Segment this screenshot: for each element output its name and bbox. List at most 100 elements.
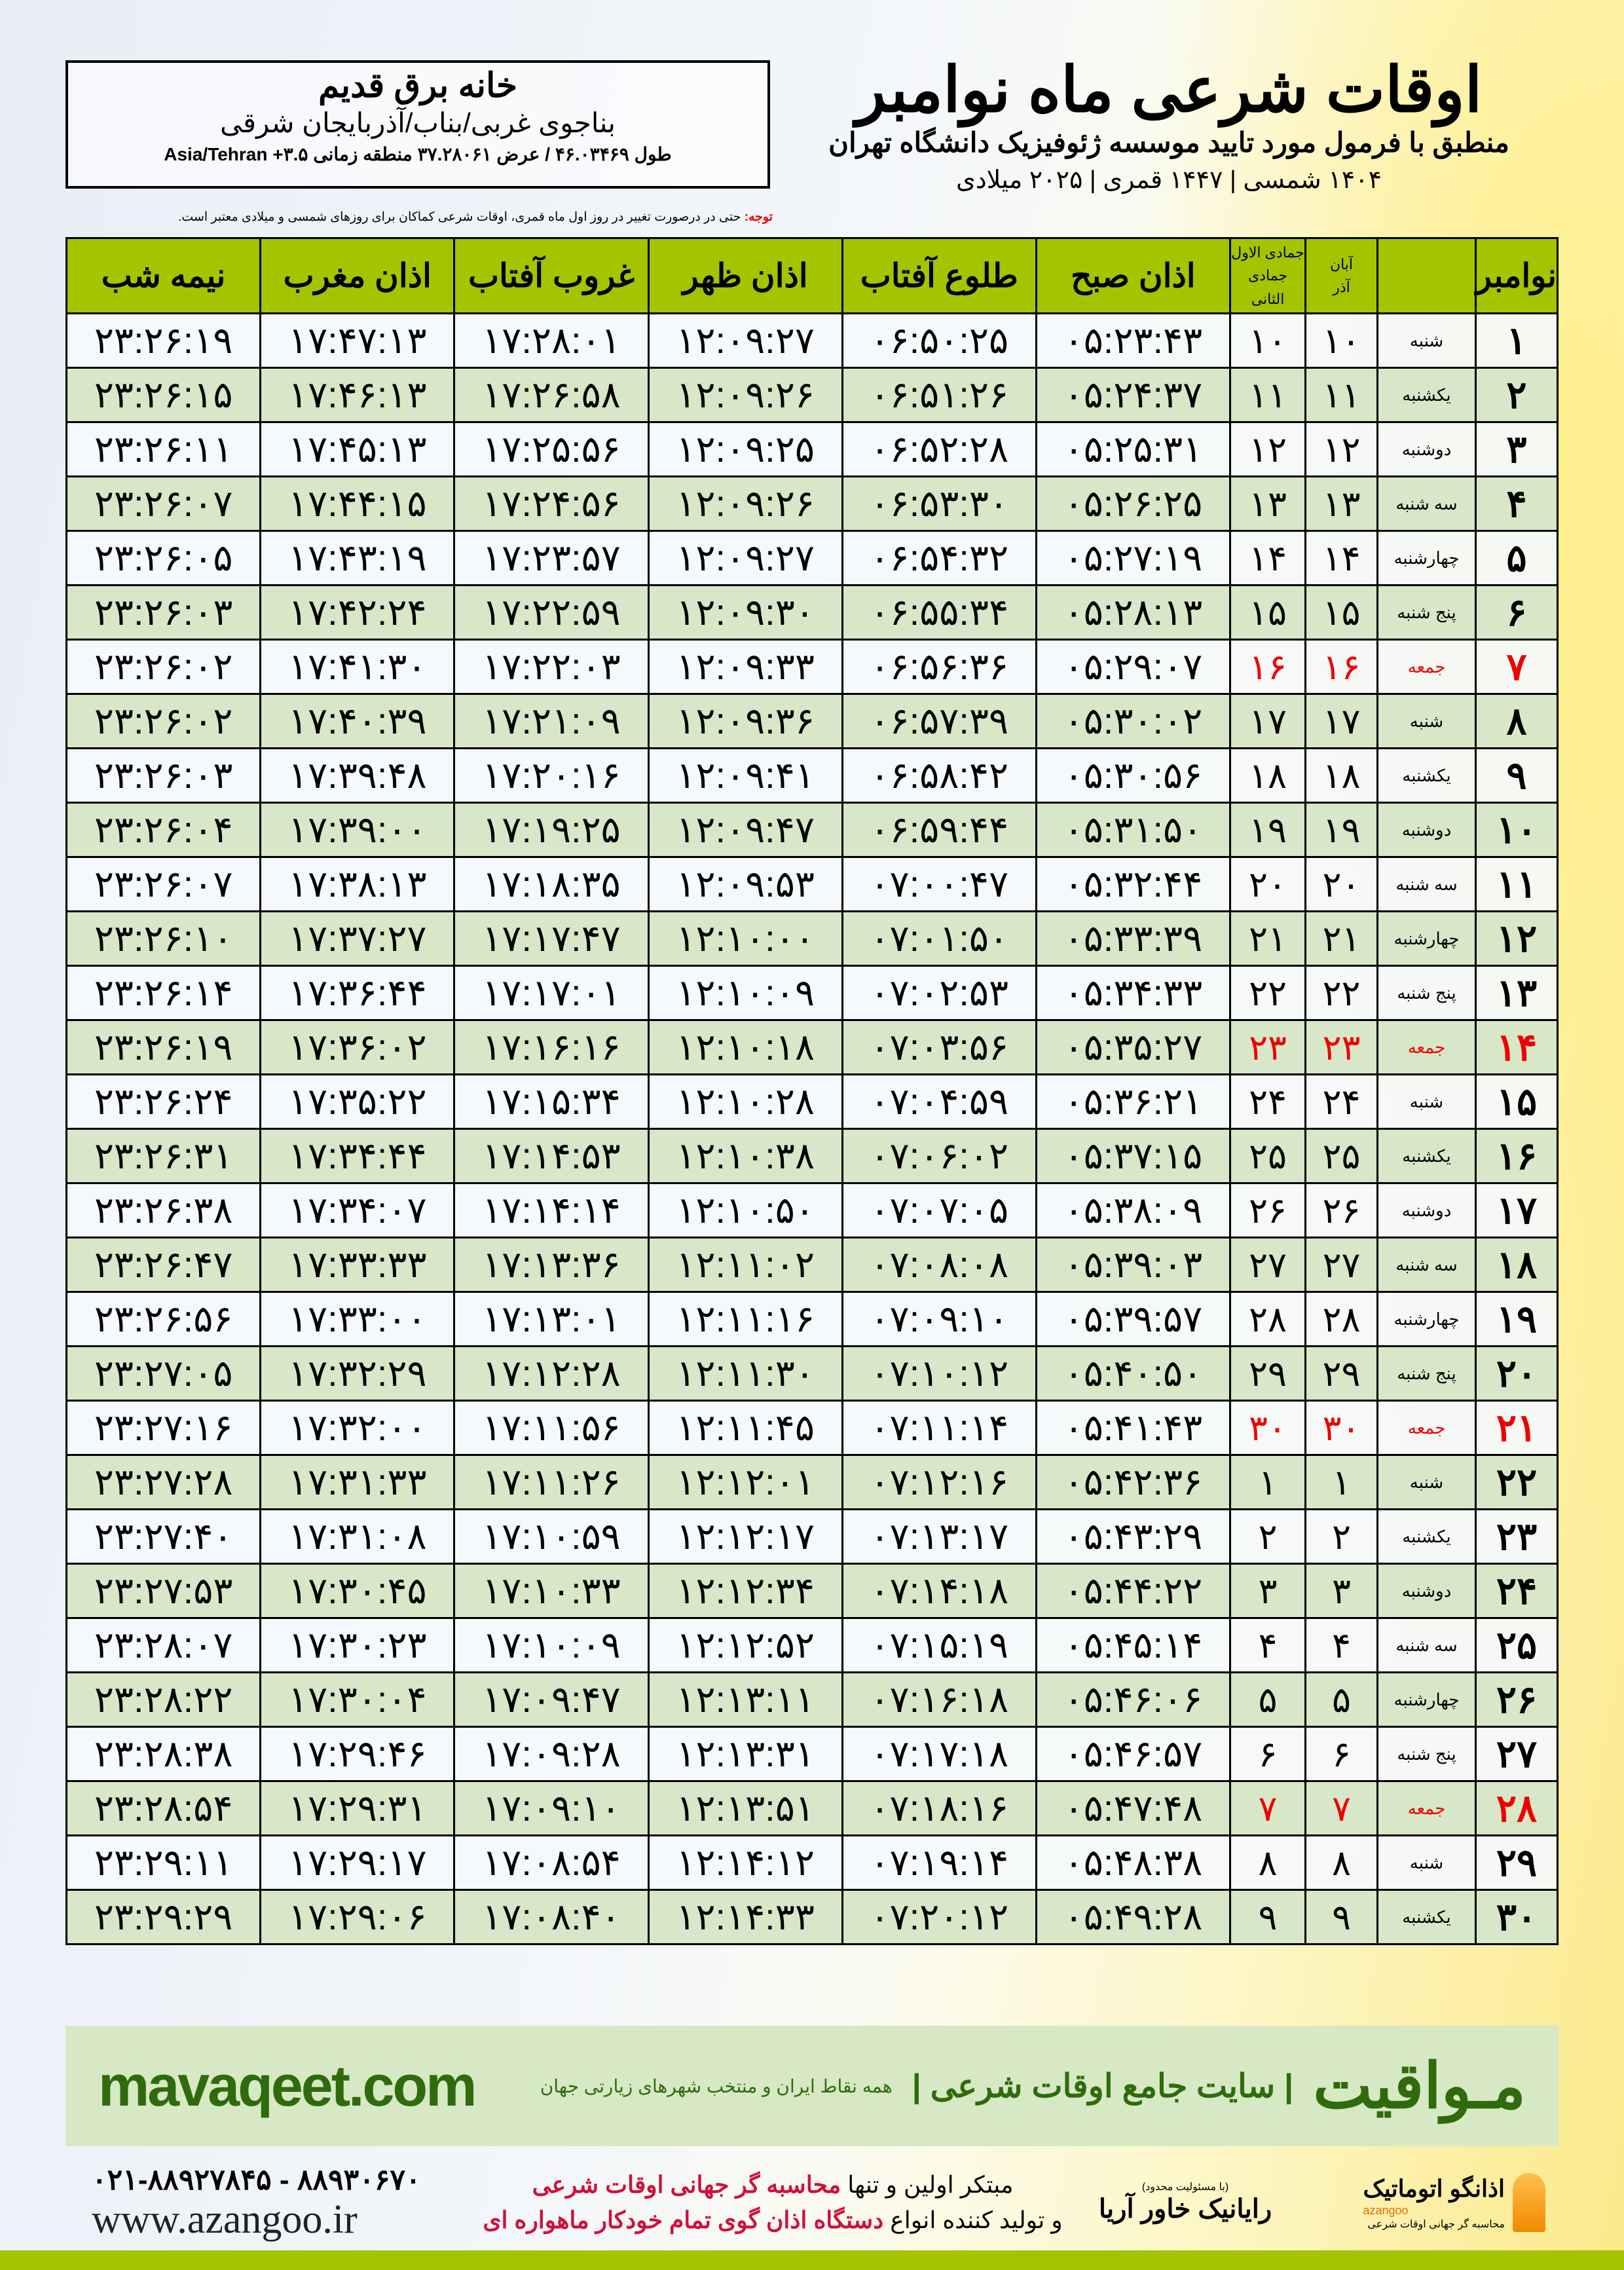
cell-weekday: دوشنبه (1376, 421, 1477, 477)
cell-qamari-day: ۲۴ (1229, 1073, 1306, 1130)
cell-maghrib: ۱۷:۴۱:۳۰ (259, 639, 456, 695)
header-fajr: اذان صبح (1035, 237, 1232, 314)
cell-sunrise: ۰۶:۵۱:۲۶ (841, 367, 1037, 423)
cell-fajr: ۰۵:۲۹:۰۷ (1035, 639, 1232, 695)
cell-fajr: ۰۵:۲۴:۳۷ (1035, 367, 1232, 423)
location-box: خانه برق قدیم بناجوی غربی/بناب/آذربایجان… (65, 60, 770, 189)
cell-dhuhr: ۱۲:۱۱:۳۰ (647, 1345, 843, 1402)
header-qamari: جمادی الاول جمادی الثانی (1229, 237, 1306, 314)
cell-shamsi-day: ۸ (1304, 1834, 1378, 1891)
cell-fajr: ۰۵:۴۰:۵۰ (1035, 1345, 1232, 1402)
cell-shamsi-day: ۲۴ (1304, 1073, 1378, 1130)
cell-qamari-day: ۱۵ (1229, 584, 1306, 641)
cell-qamari-day: ۹ (1229, 1889, 1306, 1945)
cell-midnight: ۲۳:۲۹:۱۱ (65, 1834, 262, 1891)
cell-weekday: چهارشنبه (1376, 910, 1477, 967)
rayanik-small: (با مسئولیت محدود) (1141, 2181, 1229, 2193)
bottom-bar (0, 2250, 1624, 2270)
cell-dhuhr: ۱۲:۰۹:۳۰ (647, 584, 843, 641)
cell-qamari-day: ۴ (1229, 1617, 1306, 1673)
azangoo-en: azangoo (1363, 2204, 1409, 2218)
cell-fajr: ۰۵:۴۶:۰۶ (1035, 1671, 1232, 1728)
cell-shamsi-day: ۳ (1304, 1563, 1378, 1619)
header-shamsi: آبان آذر (1304, 237, 1378, 314)
cell-fajr: ۰۵:۴۴:۲۲ (1035, 1563, 1232, 1619)
cell-sunrise: ۰۷:۱۵:۱۹ (841, 1617, 1037, 1673)
azangoo-sub: محاسبه گر جهانی اوقات شرعی (1367, 2218, 1505, 2230)
cell-sunset: ۱۷:۱۸:۳۵ (453, 856, 650, 912)
cell-sunrise: ۰۶:۵۴:۳۲ (841, 530, 1037, 586)
cell-sunset: ۱۷:۱۴:۱۴ (453, 1182, 650, 1238)
cell-qamari-day: ۲۱ (1229, 910, 1306, 967)
cell-maghrib: ۱۷:۲۹:۰۶ (259, 1889, 456, 1945)
table-row: ۱ شنبه ۱۰ ۱۰ ۰۵:۲۳:۴۳ ۰۶:۵۰:۲۵ ۱۲:۰۹:۲۷ ۱۷:۲۸:۰… (65, 312, 1559, 369)
cell-sunrise: ۰۶:۵۸:۴۲ (841, 747, 1037, 804)
table-row: ۱۵ شنبه ۲۴ ۲۴ ۰۵:۳۶:۲۱ ۰۷:۰۴:۵۹ ۱۲:۱۰:۲۸ ۱۷:۱۵:… (65, 1073, 1559, 1130)
table-row: ۲ یکشنبه ۱۱ ۱۱ ۰۵:۲۴:۳۷ ۰۶:۵۱:۲۶ ۱۲:۰۹:۲۶ ۱۷:۲۶… (65, 367, 1559, 423)
cell-day: ۲۵ (1475, 1617, 1559, 1673)
cell-sunset: ۱۷:۰۹:۱۰ (453, 1780, 650, 1836)
cell-weekday: چهارشنبه (1376, 1291, 1477, 1347)
mosque-dome-icon (1513, 2173, 1545, 2232)
cell-dhuhr: ۱۲:۱۱:۰۲ (647, 1237, 843, 1293)
year-line: ۱۴۰۴ شمسی | ۱۴۴۷ قمری | ۲۰۲۵ میلادی (956, 166, 1382, 195)
cell-shamsi-day: ۱ (1304, 1454, 1378, 1510)
cell-sunset: ۱۷:۲۴:۵۶ (453, 475, 650, 532)
cell-sunset: ۱۷:۱۷:۰۱ (453, 965, 650, 1021)
azangoo-logo: اذانگو اتوماتیک azangoo محاسبه گر جهانی … (1303, 2173, 1545, 2232)
cell-weekday: یکشنبه (1376, 1508, 1477, 1565)
cell-weekday: سه شنبه (1376, 1617, 1477, 1673)
mavaqeet-site-link[interactable]: mavaqeet.com (98, 2053, 477, 2118)
rayanik-name: رایانیک خاور آریا (1098, 2195, 1272, 2224)
cell-fajr: ۰۵:۳۲:۴۴ (1035, 856, 1232, 912)
slogan-line1: مبتکر اولین و تنها (841, 2171, 1014, 2198)
cell-shamsi-day: ۵ (1304, 1671, 1378, 1728)
cell-day: ۱۱ (1475, 856, 1559, 912)
cell-sunrise: ۰۷:۱۶:۱۸ (841, 1671, 1037, 1728)
cell-shamsi-day: ۴ (1304, 1617, 1378, 1673)
cell-dhuhr: ۱۲:۱۰:۳۸ (647, 1128, 843, 1184)
cell-fajr: ۰۵:۲۸:۱۳ (1035, 584, 1232, 641)
cell-sunrise: ۰۷:۱۹:۱۴ (841, 1834, 1037, 1891)
cell-dhuhr: ۱۲:۱۰:۱۸ (647, 1019, 843, 1075)
cell-sunset: ۱۷:۲۶:۵۸ (453, 367, 650, 423)
cell-weekday: دوشنبه (1376, 802, 1477, 858)
cell-midnight: ۲۳:۲۶:۰۲ (65, 639, 262, 695)
cell-maghrib: ۱۷:۳۲:۲۹ (259, 1345, 456, 1402)
cell-sunset: ۱۷:۱۳:۰۱ (453, 1291, 650, 1347)
cell-weekday: پنج شنبه (1376, 1726, 1477, 1782)
cell-sunset: ۱۷:۱۴:۵۳ (453, 1128, 650, 1184)
cell-maghrib: ۱۷:۲۹:۴۶ (259, 1726, 456, 1782)
cell-sunset: ۱۷:۱۹:۲۵ (453, 802, 650, 858)
header-maghrib: اذان مغرب (259, 237, 456, 314)
cell-midnight: ۲۳:۲۶:۱۵ (65, 367, 262, 423)
cell-shamsi-day: ۲ (1304, 1508, 1378, 1565)
table-row: ۲۳ یکشنبه ۲ ۲ ۰۵:۴۳:۲۹ ۰۷:۱۳:۱۷ ۱۲:۱۲:۱۷ ۱۷:۱۰:… (65, 1508, 1559, 1565)
cell-weekday: چهارشنبه (1376, 1671, 1477, 1728)
table-row: ۷ جمعه ۱۶ ۱۶ ۰۵:۲۹:۰۷ ۰۶:۵۶:۳۶ ۱۲:۰۹:۳۳ ۱۷:۲۲:۰… (65, 639, 1559, 695)
header-qamari-top: جمادی الاول (1231, 244, 1304, 261)
table-row: ۳ دوشنبه ۱۲ ۱۲ ۰۵:۲۵:۳۱ ۰۶:۵۲:۲۸ ۱۲:۰۹:۲۵ ۱۷:۲۵… (65, 421, 1559, 477)
cell-sunrise: ۰۷:۱۷:۱۸ (841, 1726, 1037, 1782)
cell-sunrise: ۰۷:۰۷:۰۵ (841, 1182, 1037, 1238)
cell-weekday: شنبه (1376, 1834, 1477, 1891)
cell-shamsi-day: ۳۰ (1304, 1400, 1378, 1456)
cell-day: ۱۶ (1475, 1128, 1559, 1184)
azangoo-site-link[interactable]: www.azangoo.ir (92, 2197, 358, 2242)
cell-midnight: ۲۳:۲۶:۳۱ (65, 1128, 262, 1184)
cell-qamari-day: ۷ (1229, 1780, 1306, 1836)
note-label: توجه: (744, 210, 773, 224)
note: توجه: حتی در درصورت تغییر در روز اول ماه… (26, 210, 773, 225)
cell-fajr: ۰۵:۴۶:۵۷ (1035, 1726, 1232, 1782)
cell-sunrise: ۰۷:۰۹:۱۰ (841, 1291, 1037, 1347)
cell-maghrib: ۱۷:۴۲:۲۴ (259, 584, 456, 641)
cell-sunset: ۱۷:۲۸:۰۱ (453, 312, 650, 369)
cell-shamsi-day: ۹ (1304, 1889, 1378, 1945)
cell-day: ۵ (1475, 530, 1559, 586)
cell-shamsi-day: ۲۰ (1304, 856, 1378, 912)
cell-sunrise: ۰۶:۵۲:۲۸ (841, 421, 1037, 477)
cell-fajr: ۰۵:۳۶:۲۱ (1035, 1073, 1232, 1130)
cell-qamari-day: ۱۸ (1229, 747, 1306, 804)
cell-sunset: ۱۷:۱۰:۵۹ (453, 1508, 650, 1565)
header-dhuhr: اذان ظهر (647, 237, 843, 314)
